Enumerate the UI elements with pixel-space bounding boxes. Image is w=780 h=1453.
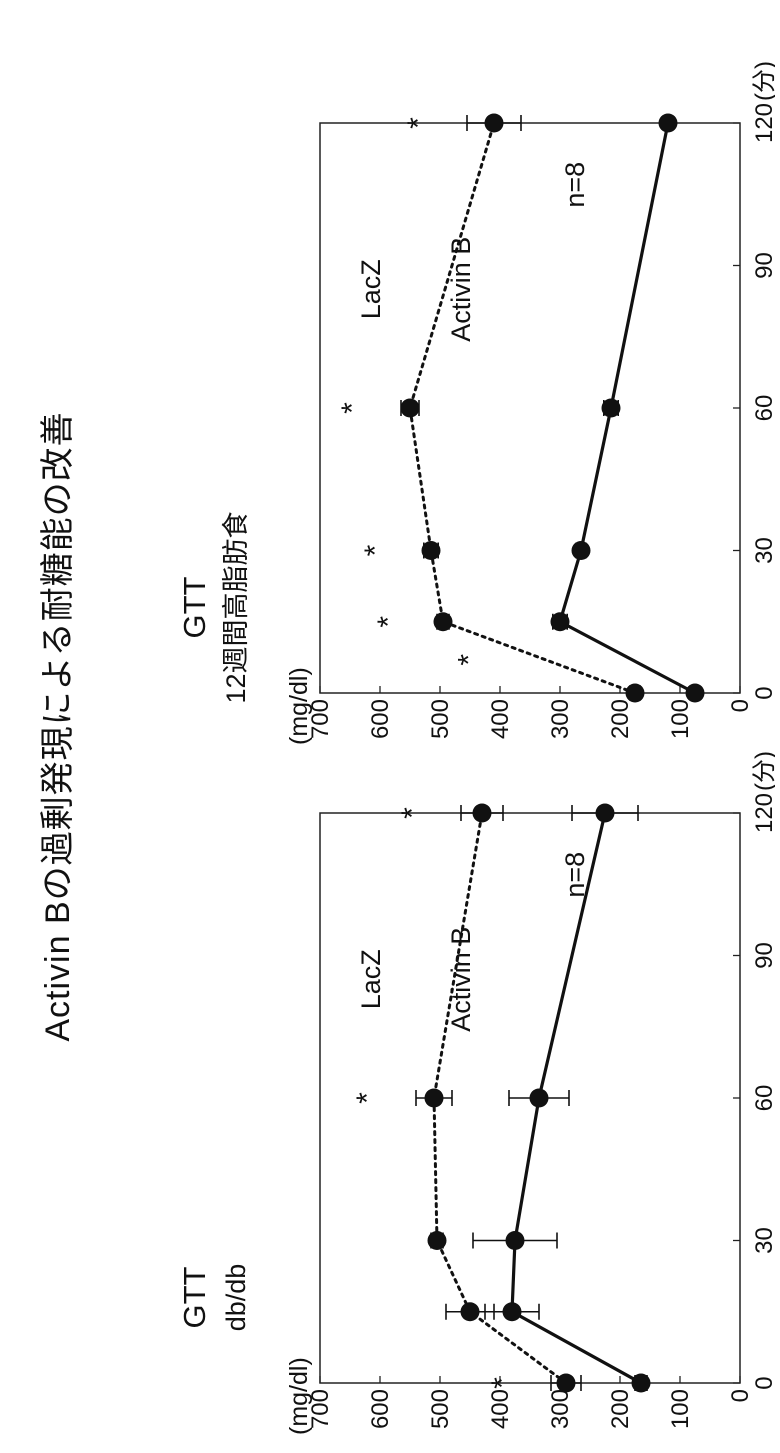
data-point: [658, 113, 678, 133]
y-tick-label: 400: [487, 1389, 514, 1429]
significance-star: *: [396, 807, 429, 819]
y-axis-label: (mg/dl): [285, 667, 313, 745]
figure-title: Activin Bの過剰発現による耐糖能の改善: [39, 411, 77, 1042]
series-line-lacz: [432, 811, 568, 1385]
significance-star: *: [402, 117, 435, 129]
data-point: [595, 803, 615, 823]
sample-size-label: n=8: [560, 162, 590, 208]
chart-dbdb: GTT db/db (mg/dl) 0 100 200 300 400 500 600 700 0 30…: [177, 751, 775, 1435]
series-label-activin-b: Activin B: [446, 927, 476, 1032]
chart-title: GTT: [177, 576, 212, 638]
significance-star: *: [372, 616, 405, 628]
y-tick-label: 200: [607, 699, 634, 739]
series-line-activin-b: [558, 121, 697, 695]
y-tick-label: 300: [547, 699, 574, 739]
y-tick-label: 600: [367, 1389, 394, 1429]
y-tick-label: 700: [307, 699, 334, 739]
series-label-lacz: LacZ: [356, 259, 386, 319]
data-point: [556, 1373, 576, 1393]
significance-star: *: [359, 544, 392, 556]
y-tick-label: 200: [607, 1389, 634, 1429]
data-point: [529, 1088, 549, 1108]
plot-frame: [319, 122, 741, 694]
y-tick-label: 0: [727, 1389, 754, 1402]
y-tick-label: 600: [367, 699, 394, 739]
x-tick-label: 90: [751, 942, 775, 969]
x-tick-label: 60: [751, 1085, 775, 1112]
significance-star: *: [452, 654, 485, 666]
significance-star: *: [336, 402, 369, 414]
x-tick-label: 0: [751, 1376, 775, 1389]
data-point: [505, 1231, 525, 1250]
chart-subtitle: db/db: [221, 1264, 251, 1332]
significance-star: *: [351, 1092, 384, 1104]
data-point: [421, 541, 441, 560]
chart-high-fat-diet: GTT 12週間高脂肪食(mg/dl) 0100200300400500600700…: [177, 61, 775, 745]
data-point: [550, 612, 570, 632]
significance-star: *: [486, 1377, 519, 1389]
x-tick-label: 0: [751, 686, 775, 699]
data-point: [571, 541, 591, 560]
y-tick-label: 500: [427, 699, 454, 739]
data-point: [601, 398, 621, 418]
x-axis-unit: (分): [751, 751, 775, 791]
chart-title: GTT: [177, 1266, 212, 1328]
data-point: [484, 113, 504, 133]
y-tick-label: 0: [727, 699, 754, 712]
x-tick-label: 120: [751, 103, 775, 143]
y-tick-label: 300: [547, 1389, 574, 1429]
x-tick-label: 120: [751, 793, 775, 833]
data-point: [424, 1088, 444, 1108]
y-axis-label: (mg/dl): [285, 1357, 313, 1435]
y-tick-label: 100: [667, 699, 694, 739]
data-point: [502, 1302, 522, 1322]
chart-subtitle: 12週間高脂肪食: [221, 511, 251, 703]
series-label-activin-b: Activin B: [446, 237, 476, 342]
data-point: [625, 683, 645, 703]
series-label-lacz: LacZ: [356, 949, 386, 1009]
data-point: [427, 1231, 447, 1250]
sample-size-label: n=8: [560, 852, 590, 898]
x-tick-label: 60: [751, 395, 775, 422]
x-tick-label: 30: [751, 1227, 775, 1254]
series-line-lacz: [408, 121, 637, 695]
data-point: [631, 1373, 651, 1393]
y-tick-label: 400: [487, 699, 514, 739]
y-tick-label: 100: [667, 1389, 694, 1429]
data-point: [433, 612, 453, 632]
y-tick-label: 700: [307, 1389, 334, 1429]
data-point: [400, 398, 420, 418]
y-tick-label: 500: [427, 1389, 454, 1429]
data-point: [685, 683, 705, 703]
x-axis-unit: (分): [751, 61, 775, 101]
x-tick-label: 30: [751, 537, 775, 564]
x-tick-label: 90: [751, 252, 775, 279]
data-point: [460, 1302, 480, 1322]
data-point: [472, 803, 492, 823]
